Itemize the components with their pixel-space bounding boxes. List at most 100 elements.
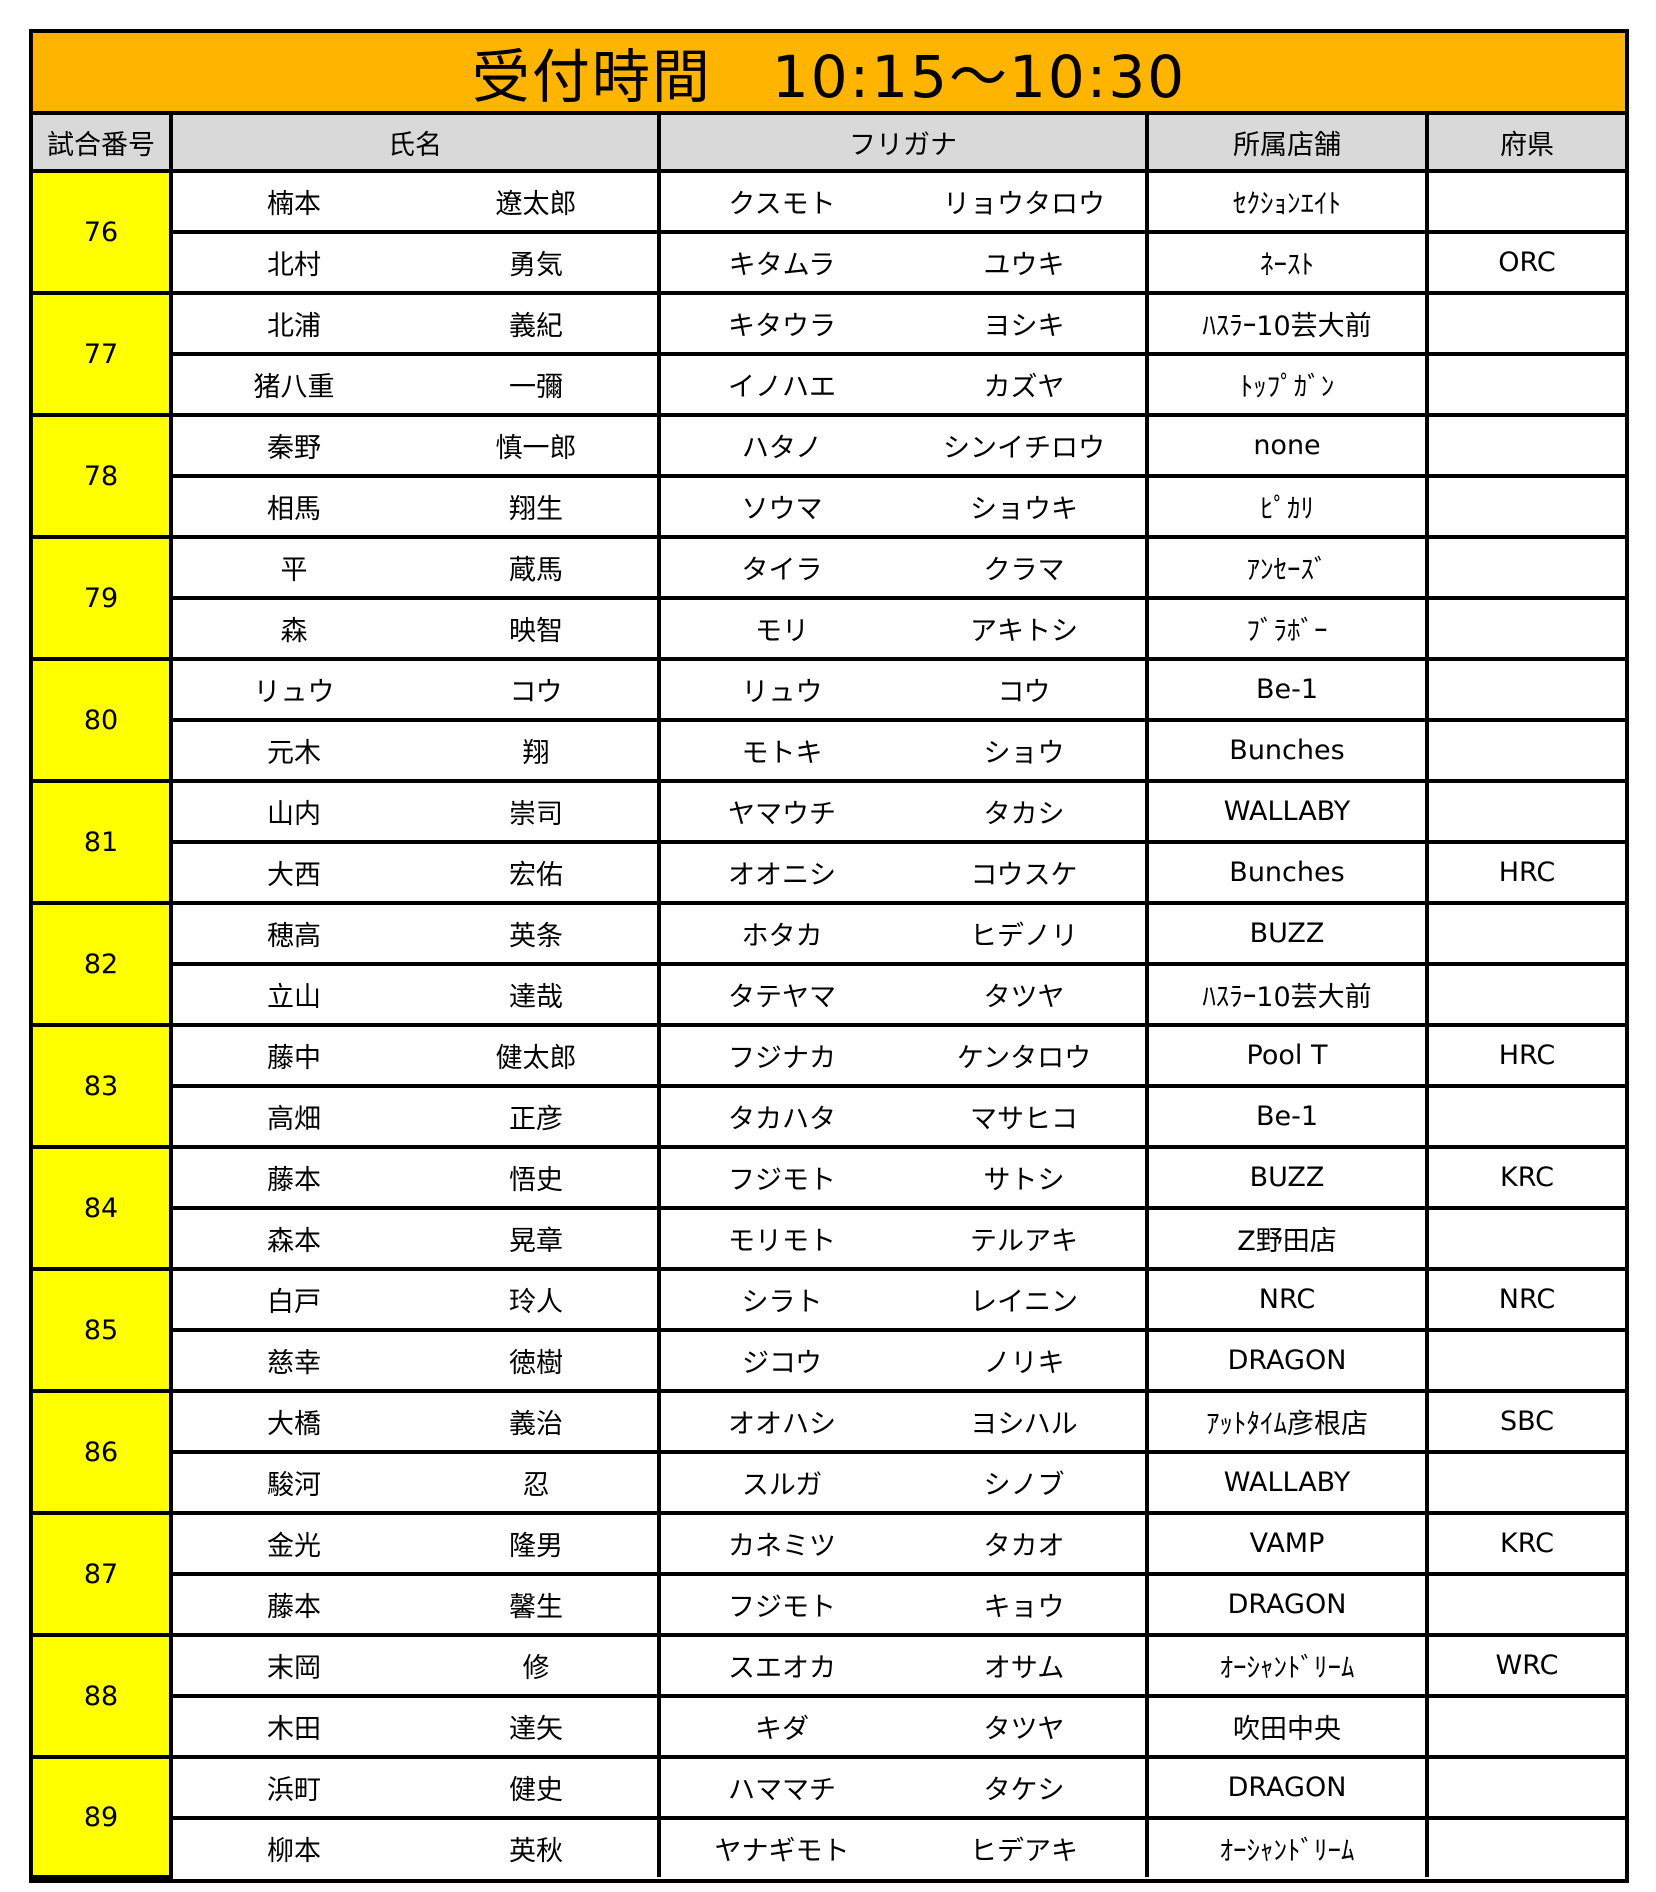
kana-cell: タカハタ マサヒコ: [657, 1084, 1149, 1149]
kana-last: オオニシ: [728, 860, 836, 891]
first-name: 蔵馬: [509, 555, 563, 586]
store-cell: ｵｰｼｬﾝﾄﾞﾘｰﾑ: [1145, 1633, 1429, 1698]
table-row: 猪八重 一彌 イノハエ カズヤ ﾄｯﾌﾟｶﾞﾝ: [33, 352, 1625, 417]
reception-sheet: 受付時間 10:15～10:30 試合番号 氏名 フリガナ 所属店舗 府県 76…: [29, 29, 1629, 1883]
table-row: 立山 達哉 タテヤマ タツヤ ﾊｽﾗｰ10芸大前: [33, 962, 1625, 1027]
kana-cell: キタウラ ヨシキ: [657, 291, 1149, 356]
last-name: 藤本: [267, 1165, 321, 1196]
table-row: 森本 晃章 モリモト テルアキ Z野田店: [33, 1206, 1625, 1271]
table-row: 83 藤中 健太郎 フジナカ ケンタロウ Pool T HRC: [33, 1023, 1625, 1149]
kana-last: スエオカ: [728, 1653, 836, 1684]
name-cell: 猪八重 一彌: [171, 352, 661, 417]
kana-last: カネミツ: [728, 1531, 836, 1562]
store-cell: NRC: [1145, 1267, 1429, 1332]
pref-cell: [1425, 962, 1625, 1027]
kana-last: フジナカ: [728, 1043, 836, 1074]
pref-cell: [1425, 596, 1625, 661]
kana-first: クラマ: [983, 555, 1065, 586]
pref-cell: [1425, 657, 1625, 722]
name-cell: 立山 達哉: [171, 962, 661, 1027]
pref-cell: [1425, 1084, 1625, 1149]
name-cell: 金光 隆男: [169, 1511, 661, 1576]
name-cell: 森本 晃章: [171, 1206, 661, 1271]
kana-last: モリ: [755, 616, 809, 647]
table-row: 77 北浦 義紀 キタウラ ヨシキ ﾊｽﾗｰ10芸大前: [33, 291, 1625, 417]
table-row: 藤本 馨生 フジモト キョウ DRAGON: [33, 1572, 1625, 1637]
pref-cell: HRC: [1425, 1023, 1625, 1088]
store-cell: WALLABY: [1145, 1450, 1429, 1515]
pref-cell: [1425, 535, 1625, 600]
kana-first: タケシ: [983, 1775, 1065, 1806]
last-name: 秦野: [267, 433, 321, 464]
kana-cell: モトキ ショウ: [657, 718, 1149, 783]
kana-cell: タイラ クラマ: [657, 535, 1149, 600]
last-name: 山内: [267, 799, 321, 830]
first-name: 義紀: [509, 311, 563, 342]
last-name: 藤中: [267, 1043, 321, 1074]
kana-last: タテヤマ: [728, 982, 836, 1013]
kana-first: サトシ: [983, 1165, 1065, 1196]
kana-first: オサム: [983, 1653, 1065, 1684]
last-name: 浜町: [267, 1775, 321, 1806]
kana-first: タカオ: [983, 1531, 1065, 1562]
name-cell: 山内 崇司: [169, 779, 661, 844]
pref-cell: [1425, 1328, 1625, 1393]
table-row: 86 大橋 義治 オオハシ ヨシハル ｱｯﾄﾀｲﾑ彦根店 SBC: [33, 1389, 1625, 1515]
name-cell: 高畑 正彦: [171, 1084, 661, 1149]
last-name: 元木: [267, 738, 321, 769]
match-number: 83: [33, 1023, 173, 1149]
kana-last: モリモト: [728, 1226, 836, 1257]
first-name: 馨生: [509, 1592, 563, 1623]
kana-cell: キタムラ ユウキ: [657, 230, 1149, 295]
pref-cell: [1425, 1755, 1625, 1820]
pref-cell: ORC: [1425, 230, 1625, 295]
store-cell: ﾊｽﾗｰ10芸大前: [1145, 291, 1429, 356]
kana-first: ヒデアキ: [970, 1836, 1078, 1867]
name-cell: 藤中 健太郎: [169, 1023, 661, 1088]
match-number: 86: [33, 1389, 173, 1515]
match-number: 80: [33, 657, 173, 783]
table-row: 北村 勇気 キタムラ ユウキ ﾈｰｽﾄ ORC: [33, 230, 1625, 295]
match-number: 81: [33, 779, 173, 905]
last-name: 北村: [267, 250, 321, 281]
last-name: 北浦: [267, 311, 321, 342]
match-number: 76: [33, 169, 173, 295]
kana-first: テルアキ: [970, 1226, 1078, 1257]
name-cell: 元木 翔: [171, 718, 661, 783]
match-number: 77: [33, 291, 173, 417]
store-cell: Z野田店: [1145, 1206, 1429, 1271]
kana-cell: ヤマウチ タカシ: [657, 779, 1149, 844]
kana-last: ハママチ: [728, 1775, 836, 1806]
first-name: 達哉: [509, 982, 563, 1013]
kana-last: タイラ: [741, 555, 823, 586]
match-number: 79: [33, 535, 173, 661]
kana-last: スルガ: [741, 1470, 823, 1501]
match-number: 88: [33, 1633, 173, 1759]
store-cell: Bunches: [1145, 718, 1429, 783]
name-cell: 駿河 忍: [171, 1450, 661, 1515]
kana-cell: カネミツ タカオ: [657, 1511, 1149, 1576]
store-cell: BUZZ: [1145, 901, 1429, 966]
last-name: 平: [280, 555, 308, 586]
last-name: 森本: [267, 1226, 321, 1257]
match-number: 82: [33, 901, 173, 1027]
name-cell: 浜町 健史: [169, 1755, 661, 1820]
name-cell: 北村 勇気: [171, 230, 661, 295]
last-name: リュウ: [253, 677, 335, 708]
name-cell: 大西 宏佑: [171, 840, 661, 905]
last-name: 相馬: [267, 494, 321, 525]
store-cell: VAMP: [1145, 1511, 1429, 1576]
store-cell: ﾊｽﾗｰ10芸大前: [1145, 962, 1429, 1027]
name-cell: 北浦 義紀: [169, 291, 661, 356]
kana-first: ケンタロウ: [956, 1043, 1092, 1074]
kana-cell: ジコウ ノリキ: [657, 1328, 1149, 1393]
name-cell: 大橋 義治: [169, 1389, 661, 1454]
store-cell: none: [1145, 413, 1429, 478]
kana-last: シラト: [741, 1287, 823, 1318]
kana-cell: フジナカ ケンタロウ: [657, 1023, 1149, 1088]
table-row: 森 映智 モリ アキトシ ﾌﾞﾗﾎﾞｰ: [33, 596, 1625, 661]
first-name: 徳樹: [509, 1348, 563, 1379]
table-row: 80 リュウ コウ リュウ コウ Be-1: [33, 657, 1625, 783]
table-row: 76 楠本 遼太郎 クスモト リョウタロウ ｾｸｼｮﾝｴｲﾄ: [33, 169, 1625, 295]
pref-cell: WRC: [1425, 1633, 1625, 1698]
